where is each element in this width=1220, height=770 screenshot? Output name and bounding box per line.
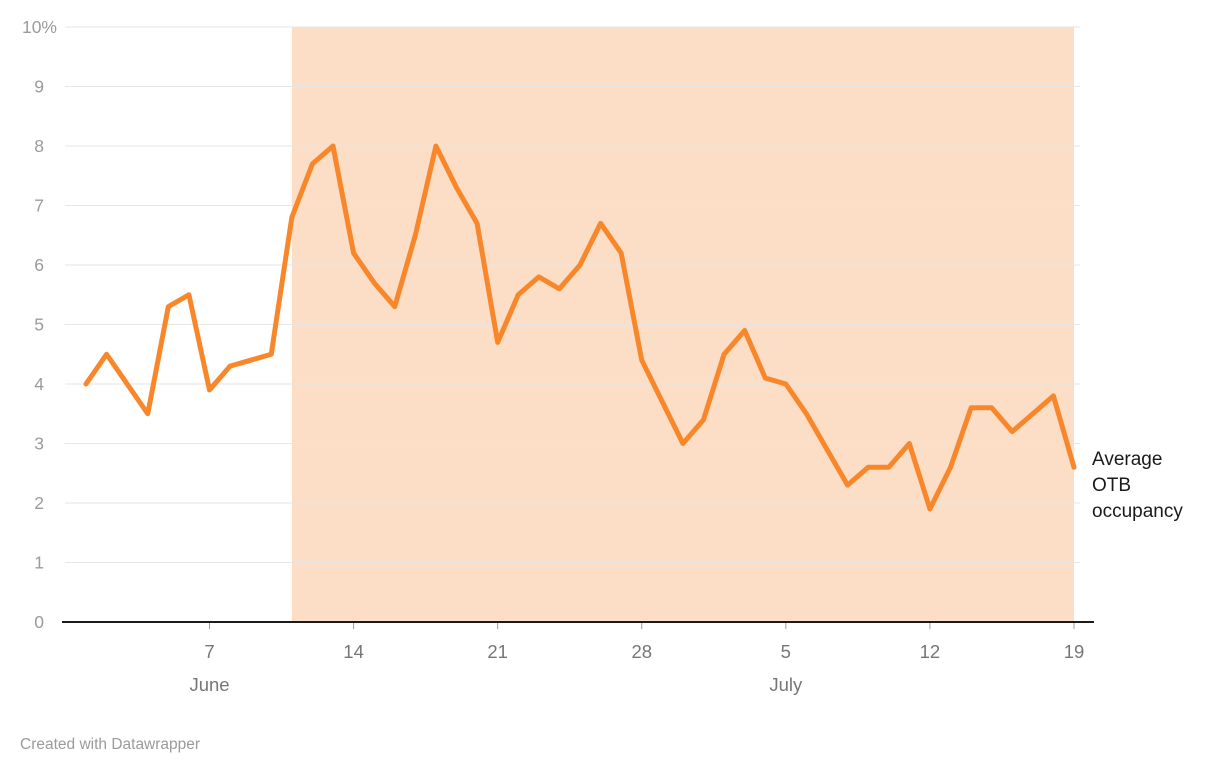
series-line: [83, 143, 1077, 512]
month-label: June: [189, 674, 229, 695]
y-tick-label: 3: [34, 434, 44, 454]
month-label: July: [769, 674, 803, 695]
x-tick-label: 19: [1064, 641, 1085, 662]
attribution-text: Created with Datawrapper: [20, 736, 201, 753]
series-label: Average OTB occupancy: [1092, 449, 1183, 522]
y-tick-label: 1: [34, 553, 44, 573]
y-tick-label: 5: [34, 315, 44, 335]
x-tick-label: 12: [920, 641, 941, 662]
y-tick-label: 7: [34, 196, 44, 216]
y-tick-label: 0: [34, 612, 44, 632]
y-tick-label: 6: [34, 255, 44, 275]
x-tick-label: 21: [487, 641, 508, 662]
x-tick-label: 14: [343, 641, 364, 662]
y-tick-label: 8: [34, 136, 44, 156]
y-tick-label: 9: [34, 77, 44, 97]
y-tick-label: 10%: [22, 17, 57, 37]
x-tick-label: 5: [781, 641, 791, 662]
x-tick-label: 28: [631, 641, 652, 662]
x-tick-label: 7: [204, 641, 214, 662]
y-tick-label: 4: [34, 374, 44, 394]
y-tick-label: 2: [34, 493, 44, 513]
